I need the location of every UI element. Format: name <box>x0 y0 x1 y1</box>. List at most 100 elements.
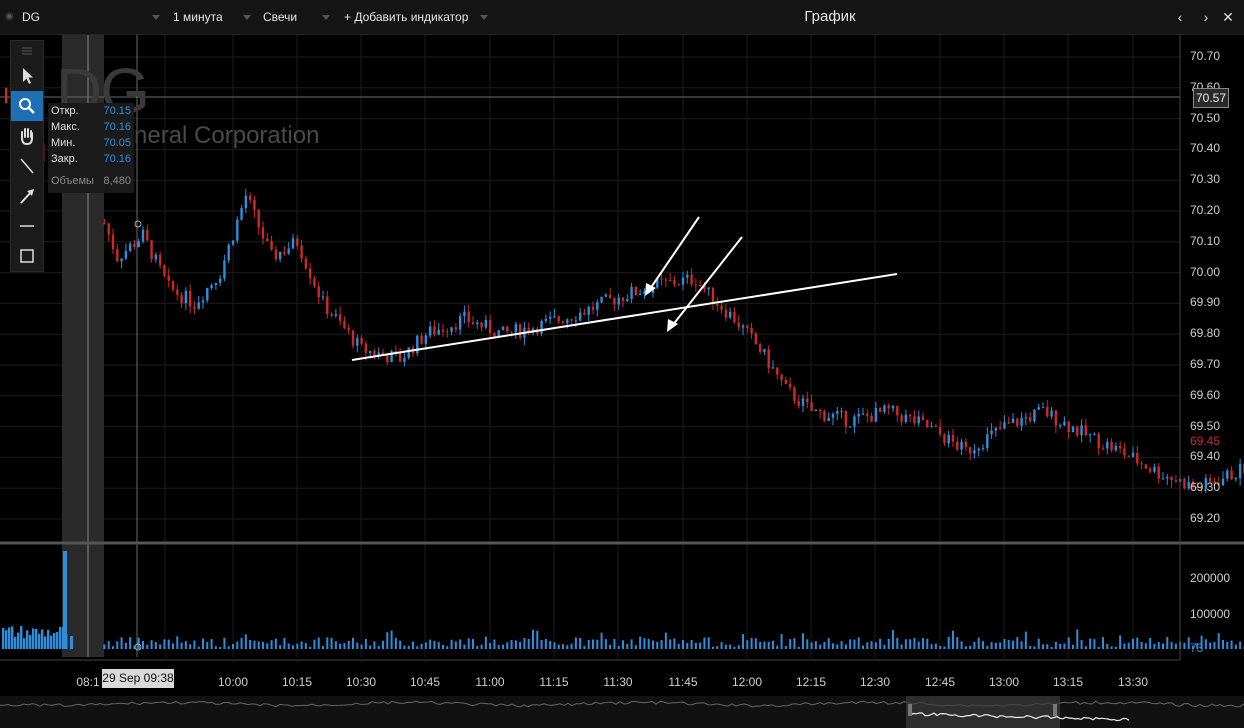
candle-body <box>373 351 376 356</box>
volume-bar <box>583 645 586 649</box>
candle-body <box>347 328 350 331</box>
volume-bar <box>154 642 157 649</box>
volume-bar <box>50 635 53 649</box>
volume-bar <box>480 644 483 649</box>
symbol-dropdown-icon[interactable] <box>152 15 160 20</box>
last-price-label: 69.45 <box>1190 434 1221 448</box>
candle-body <box>711 287 715 305</box>
toolbar-handle-icon[interactable] <box>11 41 43 59</box>
candle-body <box>334 314 338 316</box>
volume-bar <box>832 643 834 649</box>
candle-body <box>1020 417 1023 426</box>
volume-bar <box>1157 641 1160 649</box>
volume-bar <box>562 644 564 649</box>
volume-bar <box>14 636 17 649</box>
chevron-right-icon[interactable]: › <box>1203 9 1209 25</box>
volume-bar <box>112 646 114 649</box>
volume-layer <box>2 551 1244 649</box>
symbol-selector[interactable]: DG <box>22 10 40 24</box>
candle-body <box>570 319 573 321</box>
candle-body <box>827 417 830 421</box>
candle-body <box>403 357 406 362</box>
candle-body <box>578 312 582 321</box>
candle-body <box>990 430 993 435</box>
price-axis-label: 69.90 <box>1190 295 1221 310</box>
arrow-1-shaft <box>649 216 700 290</box>
candle-body <box>887 405 890 409</box>
navigator-scrollbar[interactable] <box>0 696 1244 728</box>
volume-bar <box>1106 643 1109 649</box>
volume-bar <box>446 646 449 649</box>
volume-bar <box>797 646 800 649</box>
volume-bar <box>896 637 899 649</box>
candle-body <box>626 299 629 302</box>
candle-body <box>338 314 342 321</box>
candle-body <box>844 410 848 427</box>
volume-bar <box>257 641 260 649</box>
candle-body <box>351 330 355 346</box>
volume-bar <box>647 638 650 649</box>
candle-body <box>943 434 946 444</box>
candle-body <box>1101 448 1105 450</box>
add-indicator-button[interactable]: + Добавить индикатор <box>344 10 469 24</box>
candle-body <box>956 441 959 450</box>
chevron-left-icon[interactable]: ‹ <box>1177 9 1183 25</box>
volume-axis-label-100000: 100000 <box>1190 607 1231 621</box>
candle-body <box>197 302 200 309</box>
volume-bar <box>574 637 577 649</box>
candle-body <box>471 322 475 325</box>
rect-icon[interactable] <box>11 241 43 271</box>
status-dot-icon: ◉ <box>5 11 14 22</box>
volume-bar <box>322 646 324 649</box>
line-icon[interactable] <box>11 151 43 181</box>
volume-bar <box>472 639 474 649</box>
candle-body <box>720 305 723 310</box>
volume-bar <box>1187 637 1190 649</box>
price-axis-label: 69.80 <box>1190 326 1221 341</box>
chart-type-selector[interactable]: Свечи <box>263 10 298 24</box>
cursor-icon[interactable] <box>11 61 43 91</box>
volume-bar <box>1192 645 1194 649</box>
candle-body <box>484 319 488 328</box>
volume-bar <box>107 641 110 649</box>
volume-bar <box>660 640 663 649</box>
volume-bar <box>1072 644 1074 649</box>
candle-body <box>1204 478 1208 489</box>
volume-bar <box>5 630 8 649</box>
volume-bar <box>163 639 166 649</box>
candle-body <box>557 316 560 322</box>
interval-selector[interactable]: 1 минута <box>173 10 223 24</box>
chart-type-dropdown-icon[interactable] <box>322 15 330 20</box>
candle-body <box>1097 433 1100 449</box>
candle-body <box>746 325 749 328</box>
candle-body <box>1024 417 1028 419</box>
candle-body <box>274 249 278 260</box>
candle-body <box>223 260 226 279</box>
volume-axis-label-200000: 200000 <box>1190 571 1231 585</box>
candle-body <box>1114 445 1118 451</box>
candle-body <box>1106 441 1109 449</box>
candle-body <box>788 383 792 388</box>
candle-body <box>111 234 115 250</box>
arrow-icon[interactable] <box>11 181 43 211</box>
volume-bar <box>8 627 11 649</box>
candle-body <box>1234 478 1238 480</box>
candle-body <box>356 337 359 346</box>
volume-bar <box>232 643 234 649</box>
close-icon[interactable]: ✕ <box>1222 9 1234 25</box>
hand-icon[interactable] <box>11 121 43 151</box>
candle-body <box>184 290 188 304</box>
volume-bar <box>1222 640 1224 649</box>
candle-body <box>600 296 603 303</box>
arrow-2-head <box>667 319 678 332</box>
volume-bar <box>382 640 384 649</box>
indicator-dropdown-icon[interactable] <box>480 15 488 20</box>
candle-body <box>831 413 835 418</box>
candle-body <box>1170 477 1173 481</box>
interval-dropdown-icon[interactable] <box>243 15 251 20</box>
volume-bar <box>909 639 912 649</box>
hline-icon[interactable] <box>11 211 43 241</box>
volume-bar <box>334 641 337 649</box>
zoom-icon[interactable] <box>11 91 43 121</box>
